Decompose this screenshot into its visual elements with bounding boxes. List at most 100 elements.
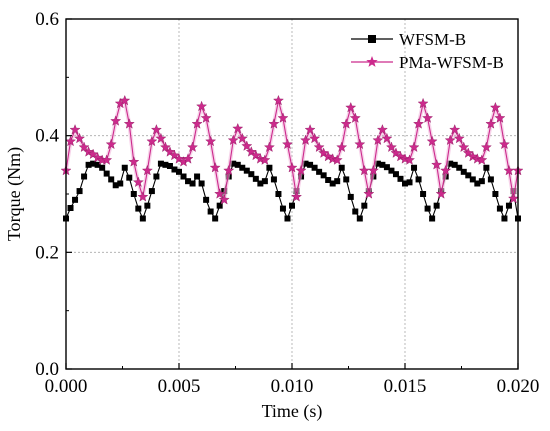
data-point bbox=[309, 132, 321, 144]
data-point bbox=[501, 215, 508, 222]
x-tick-label: 0.020 bbox=[497, 376, 540, 397]
data-point bbox=[103, 170, 110, 177]
data-point bbox=[159, 141, 171, 153]
data-point bbox=[209, 161, 221, 173]
data-point bbox=[347, 193, 354, 200]
data-point bbox=[180, 173, 187, 180]
data-point bbox=[394, 150, 406, 162]
data-point bbox=[198, 180, 205, 187]
legend-label-pma-wfsm-b: PMa-WFSM-B bbox=[399, 53, 504, 72]
data-point bbox=[320, 172, 327, 179]
data-point bbox=[194, 173, 201, 180]
data-point bbox=[325, 177, 332, 183]
data-point bbox=[135, 205, 142, 212]
data-point bbox=[478, 178, 485, 185]
data-point bbox=[300, 134, 312, 146]
data-point bbox=[385, 141, 397, 153]
data-point bbox=[279, 205, 286, 212]
data-point bbox=[74, 132, 86, 144]
data-point bbox=[236, 132, 248, 144]
data-point bbox=[417, 97, 429, 109]
data-point bbox=[252, 175, 259, 182]
data-point bbox=[272, 94, 284, 106]
data-point bbox=[289, 202, 295, 209]
data-point bbox=[268, 118, 280, 129]
data-point bbox=[311, 164, 318, 171]
data-point bbox=[352, 208, 359, 215]
x-tick-label: 0.015 bbox=[384, 376, 427, 397]
data-point bbox=[139, 215, 146, 222]
data-point bbox=[374, 160, 381, 167]
data-point bbox=[266, 164, 273, 171]
data-point bbox=[155, 132, 167, 144]
data-point bbox=[212, 215, 219, 222]
data-point bbox=[277, 112, 289, 123]
data-point bbox=[440, 164, 452, 176]
legend-entry-wfsm-b: WFSM-B bbox=[351, 30, 466, 49]
data-point bbox=[92, 152, 104, 163]
data-point bbox=[404, 154, 416, 165]
series-pma-wfsm-b bbox=[60, 94, 524, 205]
y-tick-label: 0.0 bbox=[35, 359, 59, 380]
data-point bbox=[406, 179, 413, 186]
data-point bbox=[185, 178, 192, 185]
data-point bbox=[207, 208, 214, 215]
data-point bbox=[78, 141, 90, 153]
data-point bbox=[148, 188, 155, 195]
legend: WFSM-B PMa-WFSM-B bbox=[351, 30, 504, 72]
data-point bbox=[121, 164, 128, 171]
data-point bbox=[261, 178, 268, 185]
data-point bbox=[422, 112, 434, 123]
data-point bbox=[356, 215, 363, 222]
data-point bbox=[307, 161, 314, 168]
data-point bbox=[429, 215, 436, 222]
data-point bbox=[259, 154, 271, 165]
y-axis-title: Torque (Nm) bbox=[4, 147, 25, 241]
data-point bbox=[227, 134, 239, 146]
data-point bbox=[196, 100, 208, 112]
data-point bbox=[239, 164, 246, 171]
data-point bbox=[505, 202, 512, 209]
data-point bbox=[476, 154, 488, 165]
data-point bbox=[275, 191, 282, 197]
data-point bbox=[223, 164, 235, 176]
tick-labels: 0.000 0.005 0.010 0.015 0.020 0.0 0.2 0.4 0.6 bbox=[35, 9, 539, 397]
data-point bbox=[480, 141, 492, 153]
data-point bbox=[216, 202, 223, 209]
data-point bbox=[413, 118, 425, 129]
data-point bbox=[150, 124, 162, 135]
data-point bbox=[302, 160, 309, 167]
y-tick-label: 0.6 bbox=[35, 9, 59, 30]
data-point bbox=[205, 135, 217, 147]
data-point bbox=[345, 101, 357, 113]
data-point bbox=[126, 174, 133, 181]
data-point bbox=[487, 176, 494, 183]
data-point bbox=[408, 141, 420, 153]
data-point bbox=[76, 188, 83, 195]
data-point bbox=[460, 168, 467, 175]
data-point bbox=[444, 134, 456, 146]
y-tick-label: 0.4 bbox=[35, 126, 59, 147]
data-point bbox=[203, 196, 210, 203]
data-point bbox=[171, 166, 178, 173]
data-point bbox=[426, 135, 438, 147]
data-point bbox=[424, 205, 431, 212]
data-point bbox=[234, 161, 241, 168]
data-point bbox=[117, 180, 124, 187]
x-tick-label: 0.010 bbox=[271, 376, 314, 397]
data-point bbox=[313, 141, 325, 153]
data-point bbox=[331, 154, 343, 165]
data-point bbox=[329, 180, 336, 187]
data-point bbox=[243, 167, 250, 174]
data-point bbox=[187, 141, 199, 153]
data-point bbox=[130, 191, 137, 197]
data-point bbox=[483, 164, 490, 171]
data-point bbox=[492, 191, 499, 197]
data-point bbox=[94, 161, 101, 168]
data-point bbox=[241, 140, 253, 151]
data-point bbox=[146, 135, 158, 147]
data-point bbox=[467, 150, 479, 162]
data-point bbox=[182, 153, 194, 164]
data-point bbox=[81, 173, 88, 180]
data-point bbox=[496, 205, 503, 212]
